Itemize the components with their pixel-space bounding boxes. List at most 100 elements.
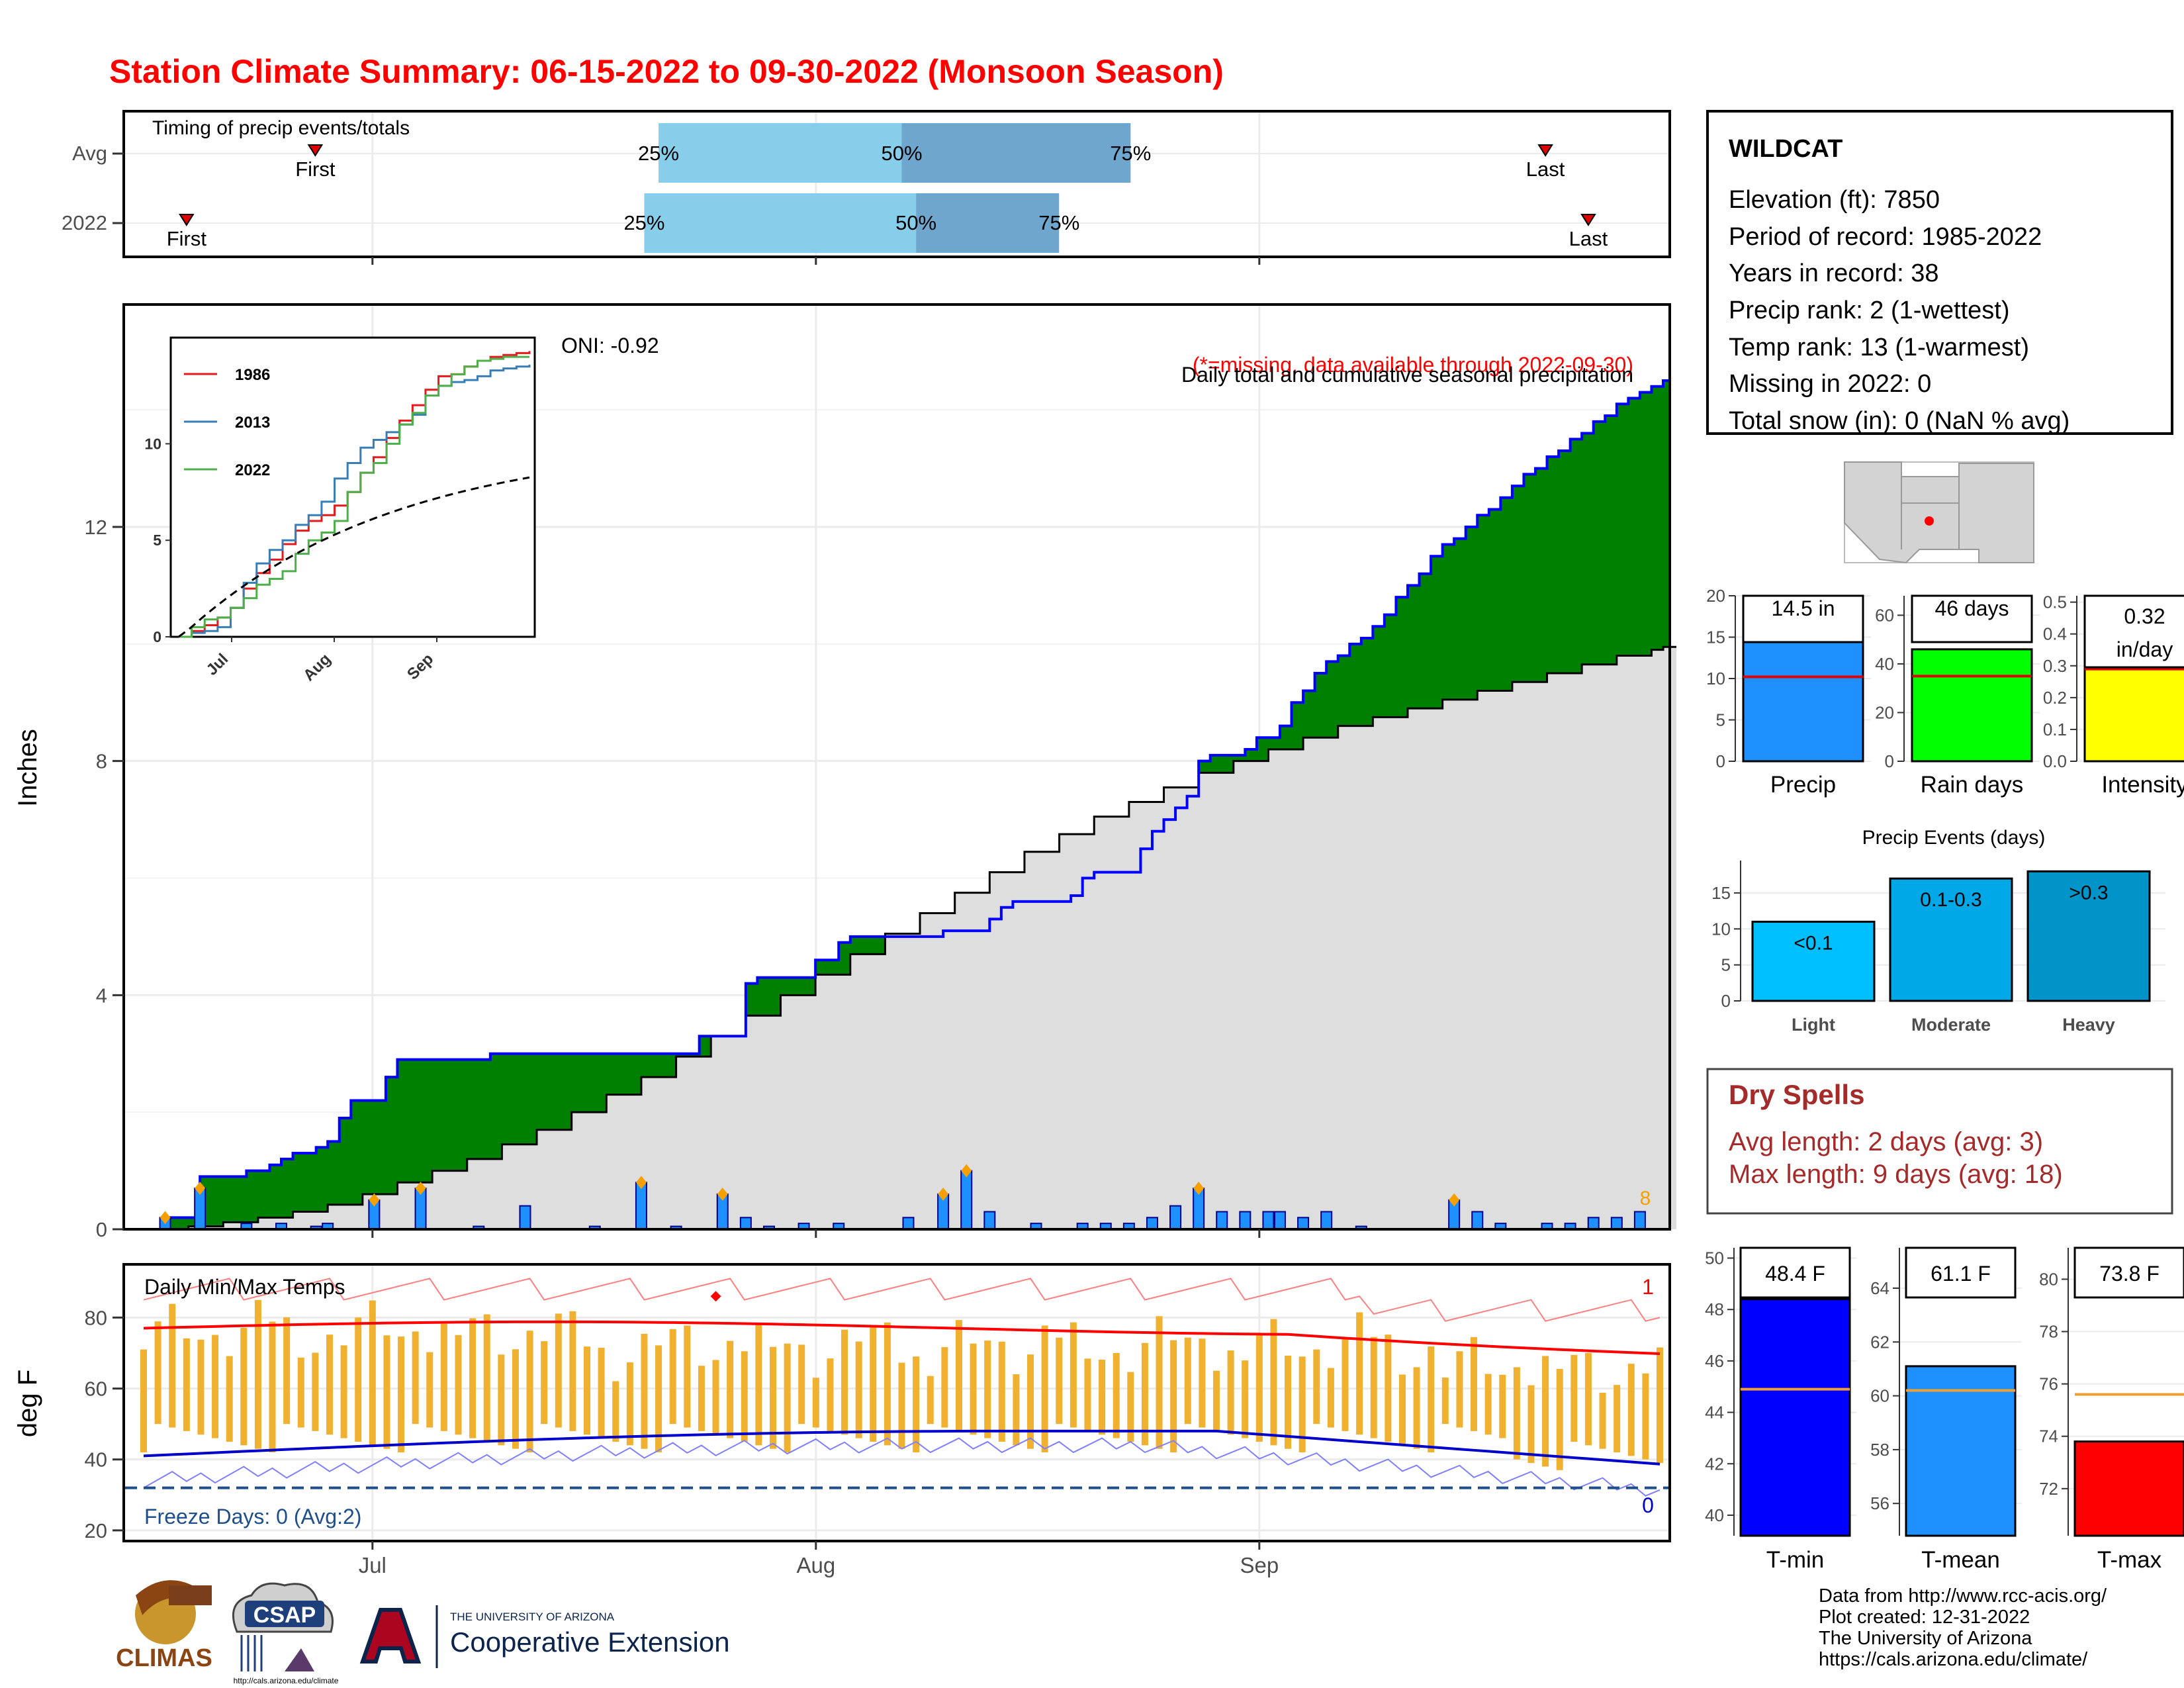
events-category-label: Heavy: [2062, 1015, 2115, 1035]
daily-temp-bar: [784, 1343, 791, 1453]
y2022-first-marker: [179, 214, 195, 226]
inset-average-line: [178, 476, 530, 638]
daily-precip-bar: [902, 1217, 915, 1230]
daily-temp-bar: [998, 1341, 1005, 1442]
daily-temp-bar: [426, 1352, 433, 1428]
credit-line: The University of Arizona: [1819, 1628, 2032, 1649]
station-location-marker: [1925, 516, 1934, 526]
daily-temp-bar: [498, 1354, 505, 1446]
events-bar-moderate: [1889, 877, 2013, 1002]
heavy-day-marker: [1449, 1193, 1460, 1207]
daily-temp-bar: [1484, 1374, 1492, 1435]
station-frame: [1706, 110, 2173, 435]
page-title: Station Climate Summary: 06-15-2022 to 0…: [109, 53, 1224, 90]
daily-temp-bar: [1113, 1352, 1120, 1438]
precip-areas: [154, 379, 1676, 1231]
daily-temp-bar: [1242, 1360, 1249, 1438]
daily-temp-bar: [1499, 1374, 1506, 1438]
daily-temp-bar: [1227, 1350, 1234, 1435]
record-high-marker: [710, 1291, 721, 1302]
daily-temp-bar: [812, 1378, 819, 1428]
avg-last-marker: [1537, 144, 1553, 157]
tmean-chart-tick-label: 64: [1870, 1278, 1889, 1298]
daily-precip-bar: [519, 1205, 531, 1231]
daily-temp-bar: [1356, 1312, 1363, 1435]
precip-note: Daily total and cumulative seasonal prec…: [1181, 363, 1633, 387]
daily-temp-bar: [254, 1299, 261, 1449]
events-bar-heavy: [2026, 870, 2151, 1002]
daily-temp-bar: [1285, 1355, 1292, 1449]
precip-total-label: Precip: [1770, 772, 1836, 798]
daily-temp-bar: [1027, 1354, 1034, 1449]
credit-line: Plot created: 12-31-2022: [1819, 1607, 2030, 1628]
precip-y-axis: 0 4 8 12: [85, 516, 1261, 1241]
tmin-chart-tick-label: 40: [1705, 1505, 1724, 1525]
daily-temp-bar: [584, 1346, 591, 1435]
daily-temp-bar: [1170, 1340, 1177, 1453]
daily-precip-bar: [1471, 1211, 1484, 1231]
timing-title: Timing of precip events/totals: [152, 117, 410, 139]
y2022-first-label: First: [167, 227, 207, 250]
timing-bars: 25% 50% 75% First Last 25% 50% 75% First Last: [167, 123, 1608, 253]
precip-frame: [122, 303, 1671, 1231]
inset-legend-label: 2013: [235, 414, 270, 432]
avg-q75-label: 75%: [1110, 142, 1151, 165]
daily-temp-bar: [1184, 1337, 1191, 1425]
daily-temp-bar: [898, 1362, 905, 1449]
daily-temp-bar: [183, 1338, 190, 1431]
credit-line: https://cals.arizona.edu/climate/: [1819, 1649, 2088, 1670]
daily-precip-bar: [1610, 1217, 1623, 1230]
rain-days-chart-value-box: [1911, 594, 2033, 643]
daily-temp-bar: [1313, 1349, 1320, 1425]
credit-line: Data from http://www.rcc-acis.org/: [1819, 1585, 2107, 1607]
heavy-day-marker: [961, 1164, 972, 1178]
daily-temp-bar: [1099, 1359, 1106, 1435]
record-low-line: [143, 1437, 1661, 1497]
daily-temp-bar: [1428, 1346, 1435, 1453]
temp-y-label: deg F: [13, 1370, 42, 1437]
tmean-chart-tick-label: 56: [1870, 1493, 1889, 1513]
intensity-chart-tick-label: 0.5: [2043, 592, 2067, 612]
daily-temp-bar: [283, 1317, 291, 1425]
daily-temp-bar: [1513, 1367, 1520, 1460]
temp-panel: Daily Min/Max Temps Freeze Days: 0 (Avg:2…: [13, 1263, 1671, 1577]
daily-precip-bar: [1320, 1211, 1333, 1231]
timing-row-2022-label: 2022: [62, 211, 107, 234]
daily-precip-bar: [1239, 1211, 1251, 1231]
daily-temp-bar: [483, 1314, 490, 1442]
tmin-chart-value-box: [1739, 1246, 1851, 1299]
daily-temp-bar: [1614, 1385, 1621, 1453]
daily-temp-bar: [1270, 1319, 1277, 1446]
events-bar-label: 0.1-0.3: [1920, 889, 1981, 911]
daily-temp-bar: [555, 1313, 562, 1428]
daily-precip-bar: [960, 1170, 973, 1230]
heavy-day-marker: [1193, 1182, 1205, 1196]
tmin-chart-tick-label: 46: [1705, 1351, 1724, 1371]
oni-label: ONI: -0.92: [561, 334, 659, 357]
avg-q50-label: 50%: [881, 142, 922, 165]
avg-last-label: Last: [1526, 158, 1565, 181]
daily-temp-bar: [755, 1323, 762, 1446]
events-tick-label: 5: [1721, 955, 1731, 975]
daily-precip-bar: [1633, 1211, 1646, 1231]
precip-total-chart-value-box: [1742, 594, 1864, 643]
daily-temp-bar: [541, 1341, 548, 1425]
daily-temp-bar: [512, 1349, 519, 1449]
daily-temp-bar: [727, 1340, 734, 1438]
average-cumulative-line: [154, 645, 1676, 1231]
temp-y-tick-label: 40: [85, 1448, 107, 1472]
daily-temp-bar: [212, 1335, 219, 1438]
tmin-chart-tick-label: 50: [1705, 1248, 1724, 1268]
avg-bar-25-50: [659, 123, 902, 183]
y2022-q50-label: 50%: [895, 211, 936, 234]
climas-logo-text: CLIMAS: [116, 1644, 212, 1672]
y2022-bar-50-75: [916, 193, 1060, 253]
daily-temp-bar: [884, 1322, 891, 1446]
heavy-day-count: 8: [1640, 1188, 1651, 1209]
daily-temp-bar: [1471, 1336, 1478, 1431]
tmax-chart-tick-label: 80: [2039, 1269, 2058, 1289]
temp-x-tick-label: Jul: [359, 1553, 387, 1577]
tmin-chart-tick-label: 44: [1705, 1403, 1724, 1423]
precip-y-tick-label: 12: [85, 516, 107, 539]
